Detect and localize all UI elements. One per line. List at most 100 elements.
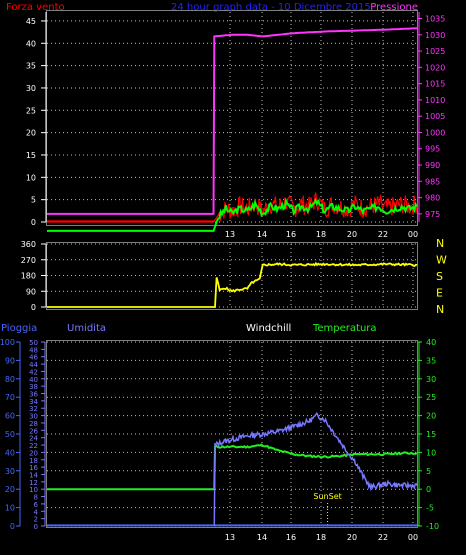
rain-tick-label: 80 bbox=[5, 375, 15, 384]
temperature-line bbox=[47, 443, 418, 491]
rain-axis-label: Pioggia bbox=[1, 323, 37, 334]
humidity-tick-label: 20 bbox=[29, 449, 38, 457]
time-tick-label: 22 bbox=[378, 230, 388, 239]
temperature-humidity-series bbox=[47, 411, 418, 527]
wind-pressure-frame bbox=[46, 10, 418, 226]
pressure-tick-label: 1005 bbox=[425, 112, 445, 121]
pressure-tick-label: 1020 bbox=[425, 63, 445, 72]
rain-tick-label: 0 bbox=[10, 522, 15, 531]
chart-title: 24 hour graph data - 10 Dicembre 2015 bbox=[171, 2, 371, 13]
humidity-tick-label: 22 bbox=[29, 442, 38, 450]
humidity-tick-label: 48 bbox=[29, 346, 38, 354]
temperature-axis-label: Temperatura bbox=[312, 323, 377, 334]
direction-tick-label: 90 bbox=[26, 287, 36, 296]
pressure-tick-label: 1030 bbox=[425, 31, 445, 40]
time-tick-label: 13 bbox=[225, 230, 235, 239]
temperature-tick-label: -5 bbox=[426, 504, 434, 513]
time-tick-label: 00 bbox=[408, 230, 418, 239]
wind-speed-line bbox=[47, 192, 418, 223]
wind-tick-label: 30 bbox=[26, 84, 36, 93]
humidity-tick-label: 38 bbox=[29, 383, 38, 391]
pressure-tick-label: 1010 bbox=[425, 96, 445, 105]
wind-direction-ticks: 0 90 180 270 360 bbox=[21, 240, 47, 312]
temperature-humidity-frame bbox=[46, 340, 418, 528]
pressure-tick-label: 995 bbox=[425, 145, 440, 154]
wind-tick-label: 45 bbox=[26, 17, 36, 26]
time-tick-label: 13 bbox=[225, 533, 235, 542]
humidity-tick-label: 24 bbox=[29, 435, 38, 443]
humidity-tick-label: 0 bbox=[34, 523, 38, 531]
humidity-tick-label: 8 bbox=[34, 494, 38, 502]
wind-tick-label: 10 bbox=[26, 173, 36, 182]
temperature-tick-label: 10 bbox=[426, 448, 436, 457]
wind-pressure-grid bbox=[47, 12, 417, 223]
time-tick-label: 16 bbox=[286, 230, 296, 239]
temperature-tick-label: -10 bbox=[426, 522, 439, 531]
compass-label: W bbox=[436, 254, 447, 267]
wind-tick-label: 5 bbox=[31, 196, 36, 205]
humidity-tick-label: 46 bbox=[29, 354, 38, 362]
wind-pressure-ticks: 0510152025303540459759809859909951000100… bbox=[26, 12, 445, 239]
rain-tick-label: 60 bbox=[5, 412, 15, 421]
wind-tick-label: 15 bbox=[26, 151, 36, 160]
time-tick-label: 18 bbox=[316, 533, 326, 542]
temperature-tick-label: 25 bbox=[426, 393, 436, 402]
rain-tick-label: 90 bbox=[5, 356, 15, 365]
humidity-tick-label: 34 bbox=[29, 398, 38, 406]
humidity-tick-label: 18 bbox=[29, 457, 38, 465]
wind-direction-series bbox=[47, 261, 418, 308]
wind-pressure-chart: 0510152025303540459759809859909951000100… bbox=[6, 2, 445, 239]
wind-tick-label: 40 bbox=[26, 39, 36, 48]
rain-tick-label: 100 bbox=[0, 338, 15, 347]
humidity-tick-label: 6 bbox=[34, 501, 39, 509]
compass-label: E bbox=[436, 287, 443, 300]
sunset-annotation: SunSet bbox=[313, 492, 341, 501]
temperature-tick-label: 0 bbox=[426, 485, 431, 494]
humidity-tick-label: 44 bbox=[29, 361, 38, 369]
temperature-tick-label: 15 bbox=[426, 430, 436, 439]
pressure-tick-label: 990 bbox=[425, 161, 440, 170]
direction-tick-label: 180 bbox=[21, 272, 36, 281]
wind-direction-line bbox=[47, 261, 418, 308]
humidity-tick-label: 42 bbox=[29, 368, 38, 376]
pressure-tick-label: 975 bbox=[425, 210, 440, 219]
temperature-humidity-ticks: -10-505101520253035400102030405060708090… bbox=[0, 338, 439, 542]
time-tick-label: 20 bbox=[347, 230, 357, 239]
pressure-tick-label: 1025 bbox=[425, 47, 445, 56]
compass-label: N bbox=[436, 237, 444, 250]
rain-tick-label: 10 bbox=[5, 504, 15, 513]
temperature-humidity-chart: -10-505101520253035400102030405060708090… bbox=[0, 323, 439, 542]
wind-tick-label: 20 bbox=[26, 129, 36, 138]
rain-tick-label: 30 bbox=[5, 467, 15, 476]
pressure-tick-label: 1000 bbox=[425, 128, 445, 137]
time-tick-label: 14 bbox=[257, 230, 267, 239]
humidity-tick-label: 10 bbox=[29, 486, 38, 494]
humidity-tick-label: 14 bbox=[29, 471, 38, 479]
wind-tick-label: 35 bbox=[26, 62, 36, 71]
time-tick-label: 16 bbox=[286, 533, 296, 542]
humidity-line bbox=[213, 411, 418, 527]
wind-tick-label: 25 bbox=[26, 106, 36, 115]
compass-label: S bbox=[436, 270, 443, 283]
humidity-tick-label: 26 bbox=[29, 427, 38, 435]
humidity-tick-label: 32 bbox=[29, 405, 38, 413]
temperature-tick-label: 5 bbox=[426, 467, 431, 476]
direction-tick-label: 0 bbox=[31, 303, 36, 312]
time-tick-label: 14 bbox=[257, 533, 267, 542]
wind-axis-label: Forza vento bbox=[6, 2, 65, 13]
pressure-tick-label: 1015 bbox=[425, 80, 445, 89]
wind-gust-line bbox=[47, 197, 418, 232]
time-tick-label: 00 bbox=[408, 533, 418, 542]
temperature-humidity-grid bbox=[47, 341, 417, 527]
time-tick-label: 22 bbox=[378, 533, 388, 542]
direction-tick-label: 360 bbox=[21, 240, 36, 249]
pressure-tick-label: 1035 bbox=[425, 15, 445, 24]
rain-tick-label: 50 bbox=[5, 430, 15, 439]
humidity-tick-label: 36 bbox=[29, 391, 38, 399]
time-tick-label: 20 bbox=[347, 533, 357, 542]
temperature-tick-label: 30 bbox=[426, 375, 436, 384]
rain-tick-label: 40 bbox=[5, 448, 15, 457]
